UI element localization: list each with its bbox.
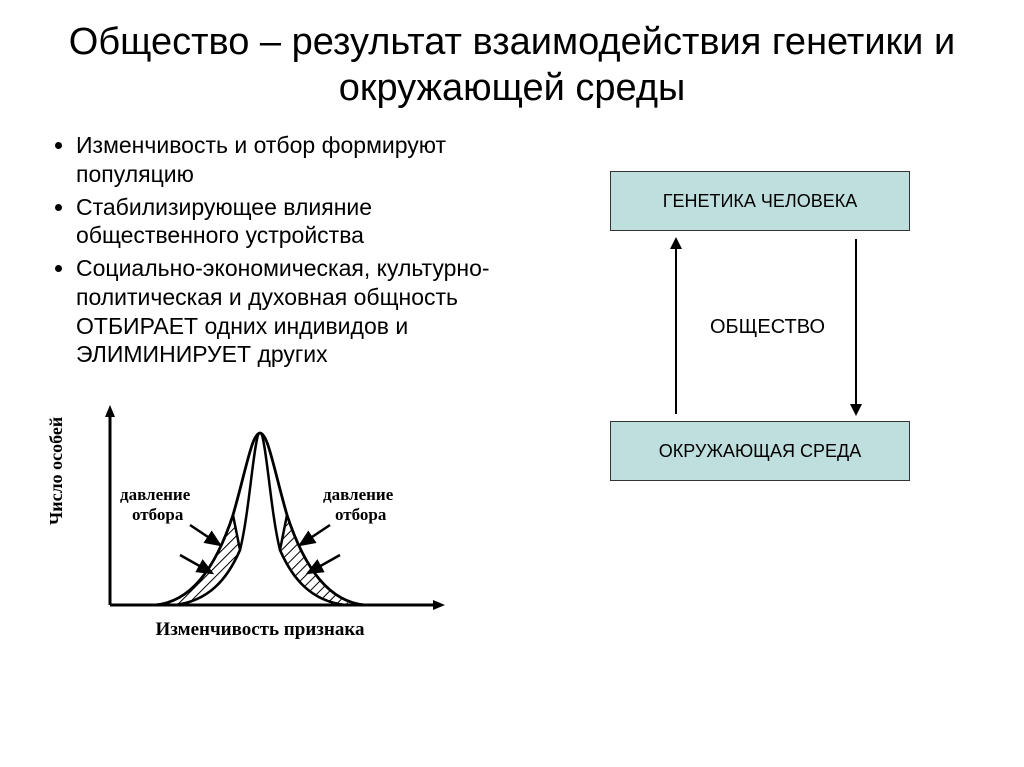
arrow-up-icon bbox=[675, 239, 677, 414]
left-annotation-line1: давление bbox=[120, 485, 191, 504]
arrow-down-icon bbox=[855, 239, 857, 414]
box-environment: ОКРУЖАЮЩАЯ СРЕДА bbox=[610, 421, 910, 481]
bell-curve-svg: Число особей Изменчивость признака давле… bbox=[40, 395, 470, 645]
page-title: Общество – результат взаимодействия гене… bbox=[40, 20, 984, 111]
box-genetics: ГЕНЕТИКА ЧЕЛОВЕКА bbox=[610, 171, 910, 231]
bullet-item: Стабилизирующее влияние общественного ус… bbox=[76, 193, 520, 251]
bullet-list: Изменчивость и отбор формируют популяцию… bbox=[40, 131, 520, 369]
left-annotation-line2: отбора bbox=[132, 505, 184, 524]
selection-chart: Число особей Изменчивость признака давле… bbox=[40, 395, 470, 645]
x-axis-label: Изменчивость признака bbox=[155, 619, 365, 640]
y-axis-label: Число особей bbox=[46, 417, 66, 525]
content-area: Изменчивость и отбор формируют популяцию… bbox=[40, 131, 984, 645]
right-annotation-line1: давление bbox=[323, 485, 394, 504]
bullet-item: Изменчивость и отбор формируют популяцию bbox=[76, 131, 520, 189]
flow-diagram: ГЕНЕТИКА ЧЕЛОВЕКА ОБЩЕСТВО ОКРУЖАЮЩАЯ СР… bbox=[570, 171, 950, 491]
middle-label: ОБЩЕСТВО bbox=[710, 316, 825, 339]
bullet-item: Социально-экономическая, культурно-полит… bbox=[76, 254, 520, 369]
right-column: ГЕНЕТИКА ЧЕЛОВЕКА ОБЩЕСТВО ОКРУЖАЮЩАЯ СР… bbox=[550, 131, 984, 645]
right-annotation-line2: отбора bbox=[335, 505, 387, 524]
left-column: Изменчивость и отбор формируют популяцию… bbox=[40, 131, 520, 645]
